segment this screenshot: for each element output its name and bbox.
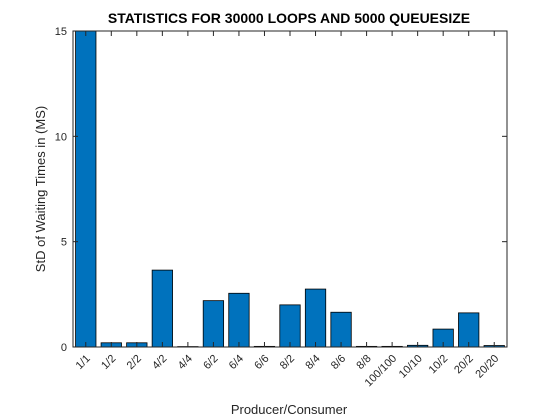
plot-area-frame [72,30,508,348]
x-tick-label: 6/6 [252,353,271,372]
x-tick-label: 20/20 [473,353,501,381]
bar-8/4 [304,288,327,348]
y-tick-label: 10 [55,131,67,143]
x-tick-label: 1/1 [74,353,93,372]
y-axis-label: StD of Waiting Times in (MS) [33,106,48,272]
x-axis-label: Producer/Consumer [231,402,348,417]
x-tick-label: 1/2 [99,353,118,372]
y-axis: 0 5 10 15 [55,26,507,354]
bar-20/2 [458,312,480,348]
x-tick-label: 8/2 [278,353,297,372]
chart-title: STATISTICS FOR 30000 LOOPS AND 5000 QUEU… [108,10,470,26]
y-tick-label: 0 [61,342,67,354]
y-tick-label: 15 [55,26,67,38]
x-tick-label: 4/2 [150,353,169,372]
bar-1/1 [75,30,97,348]
y-tick-label: 5 [61,237,67,249]
bar-8/6 [330,311,352,348]
x-tick-label: 8/8 [354,353,373,372]
x-tick-label: 10/10 [397,353,425,381]
x-tick-label: 20/2 [452,353,476,377]
x-tick-label: 8/4 [303,353,322,372]
bars-group [75,30,505,348]
x-tick-label: 6/4 [227,353,246,372]
bar-6/2 [202,300,225,348]
x-tick-label: 4/4 [176,353,195,372]
x-tick-label: 10/2 [427,353,451,377]
x-tick-label: 8/6 [329,353,348,372]
bar-6/4 [228,292,250,348]
bar-8/2 [279,304,301,348]
bar-4/2 [151,269,173,348]
x-tick-label: 6/2 [201,353,220,372]
x-tick-label: 2/2 [125,353,144,372]
